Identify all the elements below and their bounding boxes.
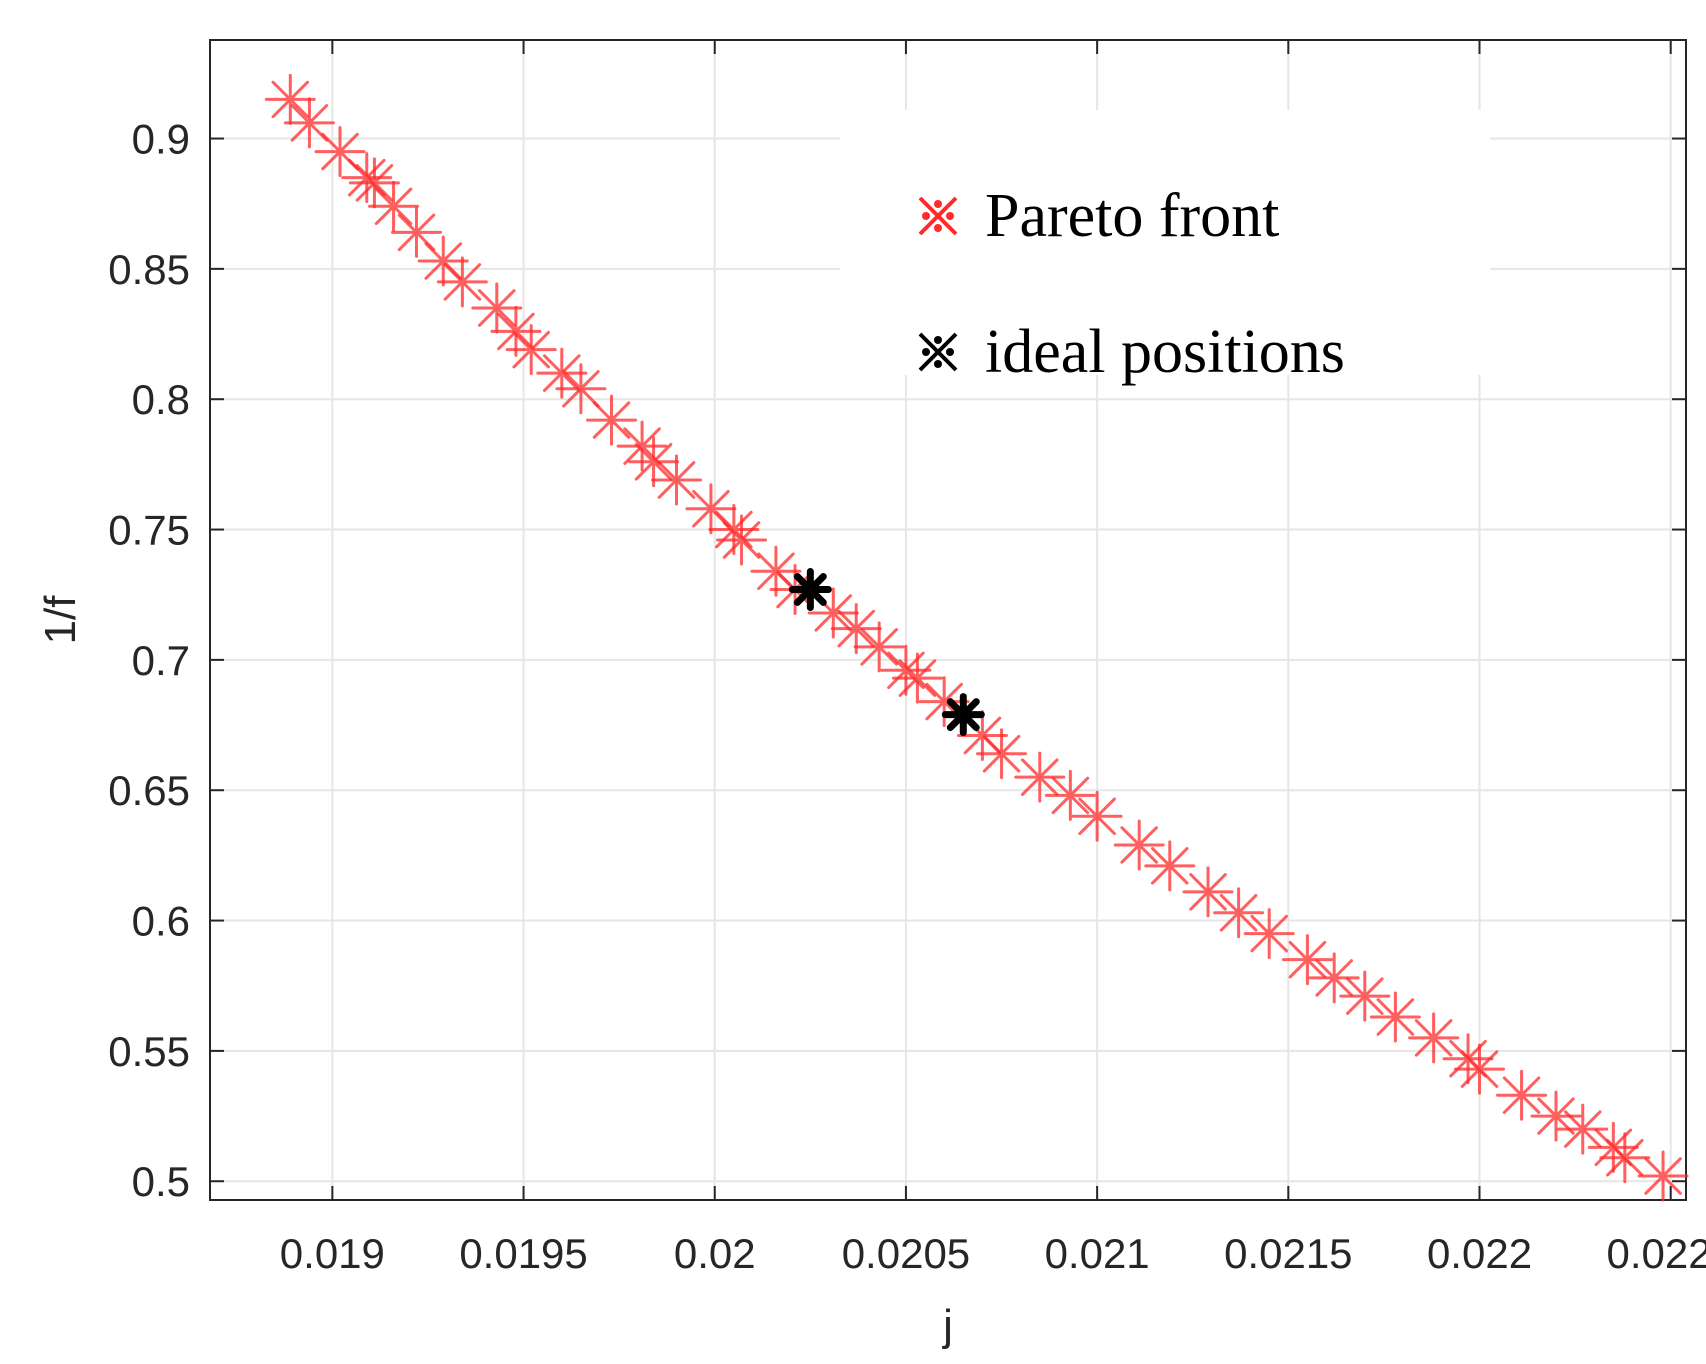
legend-marker-pareto-front <box>918 196 958 236</box>
x-tick-label: 0.0205 <box>842 1230 970 1277</box>
pareto-point <box>586 394 638 446</box>
pareto-point <box>891 652 943 704</box>
pareto-point <box>1014 751 1066 803</box>
y-tick-label: 0.8 <box>132 376 190 423</box>
pareto-point <box>1182 866 1234 918</box>
pareto-point <box>976 728 1028 780</box>
y-tick-label: 0.55 <box>108 1028 190 1075</box>
x-tick-label: 0.0225 <box>1606 1230 1706 1277</box>
x-tick-label: 0.0195 <box>459 1230 587 1277</box>
x-tick-label: 0.019 <box>280 1230 385 1277</box>
pareto-point <box>1213 887 1265 939</box>
x-tick-labels: 0.019 0.0195 0.02 0.0205 0.021 0.0215 0.022 0.0… <box>280 1230 1706 1277</box>
pareto-point <box>264 73 316 125</box>
pareto-point <box>1308 952 1360 1004</box>
ideal-point <box>941 693 985 737</box>
plot-frame <box>209 39 1687 1201</box>
pareto-point <box>716 514 768 566</box>
pareto-point <box>1044 769 1096 821</box>
pareto-point <box>1530 1090 1582 1142</box>
pareto-point <box>505 324 557 376</box>
x-tick-label: 0.02 <box>674 1230 756 1277</box>
legend-label-pareto-front: Pareto front <box>985 182 1279 250</box>
pareto-point <box>1454 1043 1506 1095</box>
series-ideal-positions <box>788 568 985 737</box>
legend-label-ideal-positions: ideal positions <box>985 318 1345 386</box>
y-tick-label: 0.9 <box>132 116 190 163</box>
pareto-point <box>1281 934 1333 986</box>
y-axis-label: 1/f <box>36 595 85 645</box>
pareto-point <box>651 454 703 506</box>
pareto-point <box>880 644 932 696</box>
pareto-point <box>348 157 400 209</box>
y-tick-label: 0.85 <box>108 246 190 293</box>
axis-ticks <box>210 40 1686 1200</box>
pareto-point <box>1113 819 1165 871</box>
x-tick-label: 0.021 <box>1045 1230 1150 1277</box>
pareto-point <box>1369 991 1421 1043</box>
pareto-point <box>283 97 335 149</box>
legend-marker-ideal-positions <box>918 332 958 372</box>
y-tick-label: 0.6 <box>132 898 190 945</box>
pareto-point <box>471 282 523 334</box>
y-tick-label: 0.75 <box>108 507 190 554</box>
y-tick-label: 0.7 <box>132 637 190 684</box>
pareto-point <box>555 363 607 415</box>
x-axis-label: j <box>941 1301 953 1350</box>
pareto-point <box>853 621 905 673</box>
pareto-point <box>436 256 488 308</box>
y-tick-labels: 0.5 0.55 0.6 0.65 0.7 0.75 0.8 0.85 0.9 <box>108 116 190 1206</box>
pareto-point <box>685 483 737 535</box>
pareto-point <box>628 436 680 488</box>
legend: Pareto front ideal positions <box>840 110 1490 386</box>
pareto-point <box>1243 908 1295 960</box>
pareto-point <box>1408 1012 1460 1064</box>
x-tick-label: 0.0215 <box>1224 1230 1352 1277</box>
pareto-point <box>368 180 420 232</box>
pareto-point <box>1144 840 1196 892</box>
y-tick-label: 0.65 <box>108 767 190 814</box>
pareto-point <box>1557 1103 1609 1155</box>
pareto-point <box>830 603 882 655</box>
series-pareto-front <box>264 73 1689 1202</box>
legend-box <box>840 110 1490 375</box>
x-tick-label: 0.022 <box>1427 1230 1532 1277</box>
pareto-point <box>1637 1150 1689 1202</box>
pareto-point <box>1496 1069 1548 1121</box>
pareto-point <box>1071 790 1123 842</box>
y-tick-label: 0.5 <box>132 1158 190 1205</box>
pareto-point <box>1599 1132 1651 1184</box>
pareto-point <box>1339 970 1391 1022</box>
ideal-point <box>788 568 832 612</box>
